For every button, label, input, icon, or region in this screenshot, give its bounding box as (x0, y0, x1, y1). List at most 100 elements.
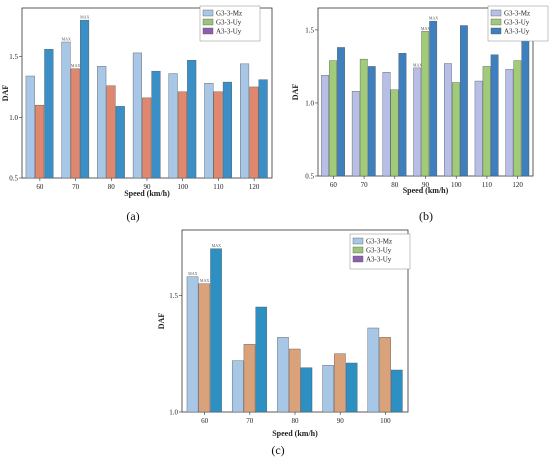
x-tick-label: 70 (72, 183, 80, 191)
bar (249, 86, 259, 179)
bar (429, 20, 438, 177)
bar (186, 276, 199, 413)
max-annotation: MAX (80, 15, 89, 20)
chart-panel-a: 0.5 1.0 1.5 DAF 60 MAX MAX MAX 70 80 90 100 110 120 Sp… (0, 0, 275, 228)
bar (106, 85, 116, 179)
bar (359, 58, 368, 177)
bar (337, 47, 345, 177)
bar (213, 91, 223, 179)
x-tick-label: 90 (337, 417, 345, 425)
chart-b-svg: 0.5 1.0 1.5 DAF 60 70 80 MAX MAX MAX 90 100 110 120 Sp… (291, 5, 549, 223)
bar (398, 53, 407, 177)
bar (390, 89, 399, 177)
bar (44, 49, 54, 179)
bar (351, 91, 360, 177)
bar (444, 63, 452, 177)
x-tick-label: 80 (391, 181, 399, 189)
panel-label: (a) (126, 209, 139, 223)
bar (177, 91, 187, 179)
bar (482, 66, 491, 177)
bar (258, 79, 268, 179)
bar (474, 80, 483, 177)
x-tick-label: 90 (422, 181, 430, 189)
x-tick-label: 60 (201, 417, 209, 425)
max-annotation: MAX (200, 278, 209, 283)
bar (277, 337, 289, 413)
bar (367, 327, 380, 413)
y-tick-label: 1.5 (9, 53, 18, 61)
x-axis-label: Speed (km/h) (272, 429, 318, 438)
y-axis-label: DAF (1, 85, 10, 102)
x-tick-label: 110 (213, 183, 224, 191)
bar (255, 306, 268, 413)
panel-label: (c) (271, 443, 284, 457)
bar (452, 82, 460, 177)
bar (321, 74, 329, 177)
legend-swatch (352, 255, 364, 263)
chart-panel-b: 0.5 1.0 1.5 DAF 60 70 80 MAX MAX MAX 90 100 110 120 Sp… (278, 0, 550, 228)
bar (288, 348, 301, 413)
bar (168, 73, 178, 179)
legend-swatch (490, 18, 502, 26)
bar (151, 70, 161, 179)
bar (243, 344, 256, 413)
bar (322, 365, 334, 413)
max-annotation: MAX (71, 63, 80, 68)
max-annotation: MAX (212, 243, 221, 248)
bar (240, 63, 250, 179)
bar (521, 38, 530, 177)
bar (115, 106, 125, 179)
bar (505, 69, 514, 177)
y-tick-label: 0.5 (305, 173, 314, 181)
x-tick-label: 110 (482, 181, 493, 189)
legend-entry: A3-3-Uy (216, 28, 242, 36)
bar (204, 83, 214, 179)
legend-entry: G3-3-Mz (216, 10, 242, 18)
bar (210, 248, 222, 413)
bar (490, 54, 499, 177)
legend-entry: G3-3-Uy (366, 247, 392, 255)
legend-swatch (352, 246, 364, 254)
bar (421, 31, 430, 177)
legend-swatch (490, 27, 502, 35)
legend-entry: A3-3-Uy (504, 28, 530, 36)
bar (70, 68, 80, 179)
x-tick-label: 100 (380, 417, 391, 425)
y-tick-label: 0.5 (9, 175, 18, 183)
max-annotation: MAX (421, 26, 430, 31)
legend-entry: G3-3-Mz (504, 10, 530, 18)
x-tick-label: 60 (330, 181, 338, 189)
bar (334, 353, 346, 413)
bar (142, 97, 152, 179)
max-annotation: MAX (188, 271, 197, 276)
x-tick-label: 70 (246, 417, 254, 425)
x-tick-label: 80 (108, 183, 116, 191)
bar (80, 19, 90, 179)
bar (300, 367, 313, 413)
legend-swatch (490, 9, 502, 17)
max-annotation: MAX (429, 16, 438, 21)
x-tick-label: 70 (361, 181, 369, 189)
legend-swatch (352, 237, 364, 245)
chart-panel-c: 1.0 1.5 DAF MAX MAX MAX 60 70 80 90 100 Speed (km/h… (128, 222, 418, 460)
y-tick-label: 1.0 (9, 114, 18, 122)
bar (97, 66, 107, 179)
bar (187, 60, 197, 179)
bar (222, 81, 232, 179)
bar (329, 60, 337, 177)
bar (382, 72, 391, 177)
x-tick-label: 120 (512, 181, 523, 189)
y-tick-label: 1.5 (169, 292, 178, 300)
y-axis-label: DAF (291, 84, 300, 101)
y-tick-label: 1.0 (305, 99, 314, 107)
x-tick-label: 60 (36, 183, 44, 191)
x-axis-label: Speed (km/h) (124, 189, 170, 198)
x-tick-label: 100 (451, 181, 462, 189)
x-tick-label: 120 (249, 183, 260, 191)
legend-swatch (202, 27, 214, 35)
bar (61, 41, 71, 179)
bar (391, 369, 403, 413)
